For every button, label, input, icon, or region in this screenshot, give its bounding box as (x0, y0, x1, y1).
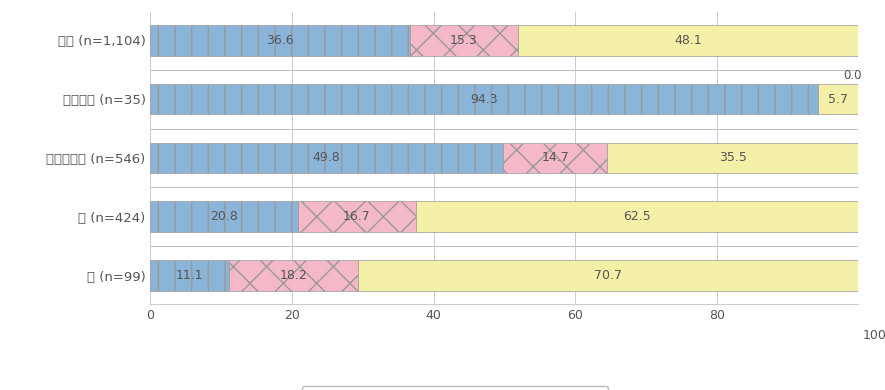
Bar (297, 202, 416, 232)
Bar (150, 84, 818, 114)
Text: 94.3: 94.3 (471, 92, 498, 106)
Text: 11.1: 11.1 (176, 269, 204, 282)
Text: 16.7: 16.7 (343, 210, 371, 223)
Text: 49.8: 49.8 (313, 151, 341, 165)
Bar (358, 260, 858, 291)
Text: 70.7: 70.7 (594, 269, 622, 282)
Text: 62.5: 62.5 (623, 210, 651, 223)
Text: 100(%): 100(%) (863, 329, 885, 342)
Bar (503, 143, 607, 173)
Text: 20.8: 20.8 (210, 210, 238, 223)
Bar (150, 202, 297, 232)
Bar (518, 25, 858, 56)
Bar (150, 25, 410, 56)
Text: 14.7: 14.7 (542, 151, 569, 165)
Bar (410, 25, 518, 56)
Text: 36.6: 36.6 (266, 34, 294, 47)
Bar (150, 260, 229, 291)
Bar (607, 143, 858, 173)
Text: 5.7: 5.7 (828, 92, 848, 106)
Bar (416, 202, 858, 232)
Bar (818, 84, 858, 114)
Text: 15.3: 15.3 (450, 34, 478, 47)
Text: 18.2: 18.2 (280, 269, 307, 282)
Text: 0.0: 0.0 (843, 69, 862, 82)
Text: 48.1: 48.1 (674, 34, 702, 47)
Text: 35.5: 35.5 (719, 151, 747, 165)
Bar (229, 260, 358, 291)
Legend: 取組を推進している, 検討段階である, 取り組んでいない: 取組を推進している, 検討段階である, 取り組んでいない (302, 386, 608, 390)
Bar (150, 143, 503, 173)
